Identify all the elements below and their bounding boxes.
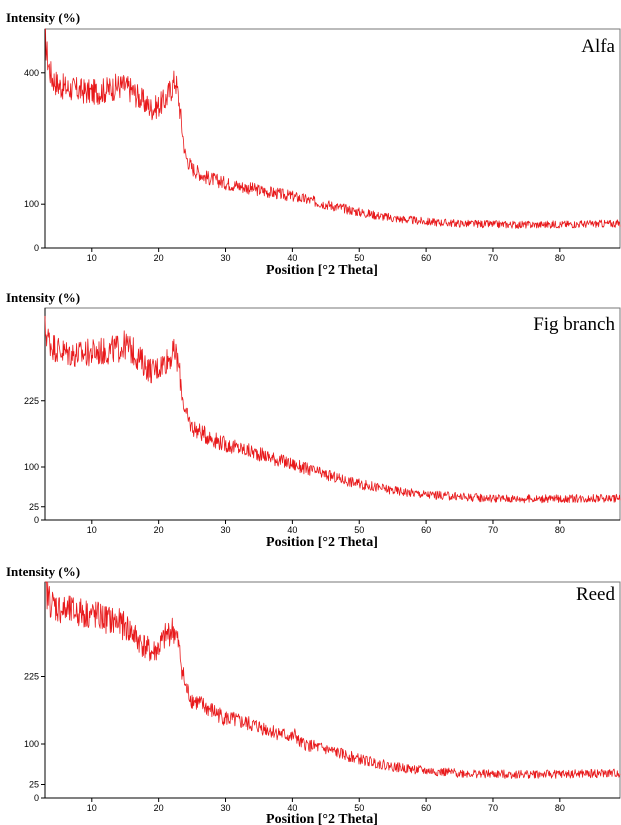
x-tick-label: 60 — [421, 253, 431, 263]
plot-frame — [44, 581, 621, 799]
plot-frame — [44, 28, 621, 249]
sample-label: Alfa — [581, 36, 615, 57]
panel-reed: Intensity (%) 0 25 100 225 10 20 30 40 50 60 70 80… — [6, 564, 621, 825]
panel-alfa: Intensity (%) 0 100 400 10 20 30 40 50 60 70 80 A… — [6, 10, 621, 278]
y-ticks: 0 25 100 225 — [24, 672, 45, 803]
y-axis-label: Intensity (%) — [6, 10, 80, 25]
x-tick-label: 70 — [488, 253, 498, 263]
x-tick-label: 30 — [221, 253, 231, 263]
x-tick-label: 40 — [287, 803, 297, 813]
y-tick-label: 0 — [34, 515, 39, 525]
y-tick-label: 25 — [29, 502, 39, 512]
x-tick-label: 80 — [555, 253, 565, 263]
y-tick-label: 0 — [34, 793, 39, 803]
y-axis-label: Intensity (%) — [6, 290, 80, 305]
sample-label: Fig branch — [533, 314, 615, 335]
x-tick-label: 60 — [421, 803, 431, 813]
diffraction-trace — [45, 581, 621, 779]
y-tick-label: 0 — [34, 243, 39, 253]
x-tick-label: 40 — [287, 253, 297, 263]
y-tick-label: 225 — [24, 672, 39, 682]
plot-frame — [44, 307, 621, 521]
x-tick-label: 30 — [221, 803, 231, 813]
y-tick-label: 25 — [29, 780, 39, 790]
x-tick-label: 50 — [354, 803, 364, 813]
x-ticks: 10 20 30 40 50 60 70 80 — [87, 248, 565, 263]
x-ticks: 10 20 30 40 50 60 70 80 — [87, 798, 565, 813]
x-tick-label: 30 — [221, 525, 231, 535]
x-tick-label: 10 — [87, 525, 97, 535]
y-tick-label: 100 — [24, 199, 39, 209]
diffraction-trace — [45, 28, 621, 229]
x-tick-label: 80 — [555, 525, 565, 535]
y-ticks: 0 100 400 — [24, 68, 45, 253]
x-tick-label: 20 — [154, 803, 164, 813]
x-tick-label: 20 — [154, 525, 164, 535]
sample-label: Reed — [576, 584, 616, 605]
y-tick-label: 400 — [24, 68, 39, 78]
x-axis-label: Position [°2 Theta] — [266, 812, 378, 825]
x-tick-label: 70 — [488, 803, 498, 813]
x-tick-label: 80 — [555, 803, 565, 813]
y-ticks: 0 25 100 225 — [24, 396, 45, 525]
y-tick-label: 225 — [24, 396, 39, 406]
x-tick-label: 20 — [154, 253, 164, 263]
x-tick-label: 50 — [354, 525, 364, 535]
x-ticks: 10 20 30 40 50 60 70 80 — [87, 520, 565, 535]
x-tick-label: 10 — [87, 803, 97, 813]
x-axis-label: Position [°2 Theta] — [266, 535, 378, 550]
y-tick-label: 100 — [24, 462, 39, 472]
diffraction-trace — [44, 315, 621, 504]
x-tick-label: 40 — [287, 525, 297, 535]
panel-fig-branch: Intensity (%) 0 25 100 225 10 20 30 40 50 60 70 80… — [6, 290, 621, 550]
x-axis-label: Position [°2 Theta] — [266, 263, 378, 278]
x-tick-label: 50 — [354, 253, 364, 263]
x-tick-label: 10 — [87, 253, 97, 263]
y-tick-label: 100 — [24, 739, 39, 749]
x-tick-label: 60 — [421, 525, 431, 535]
y-axis-label: Intensity (%) — [6, 564, 80, 579]
x-tick-label: 70 — [488, 525, 498, 535]
